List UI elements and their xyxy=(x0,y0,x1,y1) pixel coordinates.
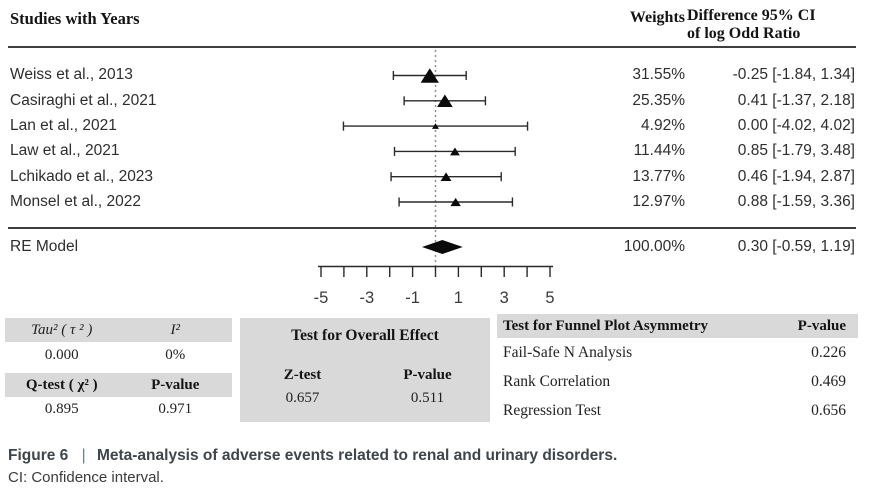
qtest-p-label: P-value xyxy=(151,376,200,393)
overall-effect-header-row: Z-test P-value xyxy=(240,363,490,387)
svg-text:-1: -1 xyxy=(405,289,420,307)
heterogeneity-value-row: 0.000 0% xyxy=(5,342,232,368)
study-label: Monsel et al., 2022 xyxy=(10,193,141,210)
heterogeneity-table: Tau² ( τ ² ) I² 0.000 0% Q-test ( χ² ) P… xyxy=(5,318,232,421)
study-label: Lan et al., 2021 xyxy=(10,117,117,134)
qtest-label: Q-test ( χ² ) xyxy=(25,376,98,393)
svg-text:-3: -3 xyxy=(359,289,374,307)
ztest-p-label: P-value xyxy=(403,366,452,383)
heterogeneity-header-row: Tau² ( τ ² ) I² xyxy=(5,318,232,342)
qtest-p-value: 0.971 xyxy=(158,400,193,417)
study-ci: 0.46 [-1.94, 2.87] xyxy=(737,168,855,185)
figure-caption-label: Figure 6 xyxy=(8,447,69,464)
ztest-value: 0.657 xyxy=(285,389,320,406)
study-label: Casiraghi et al., 2021 xyxy=(10,92,157,109)
i2-value: 0% xyxy=(165,346,186,363)
qtest-value-row: 0.895 0.971 xyxy=(5,397,232,421)
study-weight: 31.55% xyxy=(632,66,685,83)
column-header-difference-line1: Difference 95% CI xyxy=(687,7,816,24)
study-label: Lchikado et al., 2023 xyxy=(10,168,154,185)
funnel-row-value: 0.226 xyxy=(811,343,846,361)
funnel-asymmetry-table: Test for Funnel Plot Asymmetry P-value F… xyxy=(497,314,858,425)
tau2-value: 0.000 xyxy=(44,346,79,363)
funnel-row-value: 0.469 xyxy=(811,372,846,390)
summary-ci: 0.30 [-0.59, 1.19] xyxy=(737,238,855,255)
column-header-weights: Weights xyxy=(629,9,685,26)
funnel-row-value: 0.656 xyxy=(811,401,846,419)
funnel-row: Rank Correlation 0.469 xyxy=(497,367,858,396)
figure-caption-note: CI: Confidence interval. xyxy=(8,469,164,486)
figure-caption: Figure 6 | Meta-analysis of adverse even… xyxy=(8,447,617,465)
svg-text:3: 3 xyxy=(500,289,509,307)
study-weight: 13.77% xyxy=(632,168,685,185)
overall-effect-title: Test for Overall Effect xyxy=(291,327,439,344)
column-header-difference: Difference 95% CI of log Odd Ratio xyxy=(687,7,862,43)
funnel-title: Test for Funnel Plot Asymmetry xyxy=(503,317,708,334)
svg-text:1: 1 xyxy=(454,289,463,307)
header-separator-line xyxy=(8,46,856,48)
qtest-value: 0.895 xyxy=(44,400,79,417)
study-ci: 0.41 [-1.37, 2.18] xyxy=(737,92,855,109)
funnel-row-label: Regression Test xyxy=(503,401,602,419)
funnel-row-label: Rank Correlation xyxy=(503,372,611,390)
funnel-header-row: Test for Funnel Plot Asymmetry P-value xyxy=(497,314,858,338)
ztest-label: Z-test xyxy=(283,366,322,383)
column-header-studies: Studies with Years xyxy=(10,9,140,28)
svg-text:5: 5 xyxy=(545,289,554,307)
i2-label: I² xyxy=(170,321,181,338)
svg-text:-5: -5 xyxy=(314,289,329,307)
study-ci: -0.25 [-1.84, 1.34] xyxy=(732,66,855,83)
study-label: Weiss et al., 2013 xyxy=(10,66,133,83)
study-weight: 11.44% xyxy=(633,142,685,159)
figure-caption-title: Meta-analysis of adverse events related … xyxy=(96,447,618,464)
summary-separator-line xyxy=(8,227,856,229)
overall-effect-value-row: 0.657 0.511 xyxy=(240,387,490,409)
funnel-row: Fail-Safe N Analysis 0.226 xyxy=(497,338,858,367)
study-ci: 0.00 [-4.02, 4.02] xyxy=(737,117,855,134)
study-weight: 12.97% xyxy=(632,193,685,210)
overall-effect-table: Test for Overall Effect Z-test P-value 0… xyxy=(240,318,490,422)
funnel-row: Regression Test 0.656 xyxy=(497,396,858,425)
funnel-p-header: P-value xyxy=(797,317,846,334)
funnel-row-label: Fail-Safe N Analysis xyxy=(503,343,633,361)
study-weight: 25.35% xyxy=(632,92,685,109)
study-ci: 0.85 [-1.79, 3.48] xyxy=(737,142,855,159)
summary-label: RE Model xyxy=(10,238,79,255)
study-ci: 0.88 [-1.59, 3.36] xyxy=(737,193,855,210)
qtest-header-row: Q-test ( χ² ) P-value xyxy=(5,373,232,397)
summary-weight: 100.00% xyxy=(623,238,685,255)
figure-caption-pipe: | xyxy=(81,447,86,464)
column-header-difference-line2: of log Odd Ratio xyxy=(687,25,801,42)
study-label: Law et al., 2021 xyxy=(10,142,120,159)
study-weight: 4.92% xyxy=(641,117,685,134)
ztest-p-value: 0.511 xyxy=(410,389,445,406)
tau2-label: Tau² ( τ ² ) xyxy=(31,321,93,338)
